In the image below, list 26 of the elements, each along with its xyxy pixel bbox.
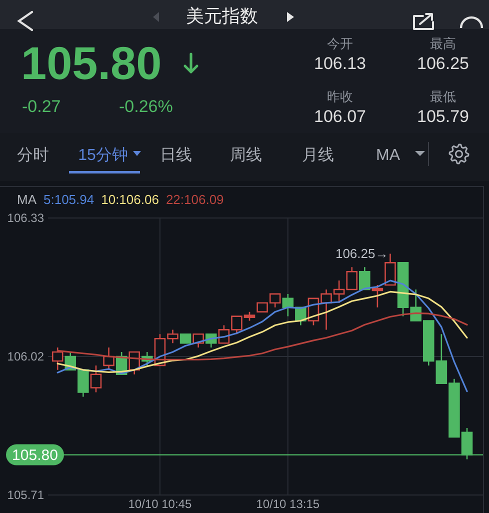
text: 106.25 bbox=[417, 54, 469, 73]
text: 昨收 bbox=[327, 89, 353, 104]
text: 今开 bbox=[327, 36, 353, 51]
legend: MA 5:105.94 10:106.06 22:106.09 bbox=[17, 192, 224, 207]
text: -0.26% bbox=[119, 97, 173, 116]
text: 106.07 bbox=[314, 107, 366, 126]
text: 最低 bbox=[430, 89, 456, 104]
text: 15分钟 bbox=[78, 147, 128, 164]
text: MA bbox=[376, 147, 400, 164]
ref-line-label: 105.80 bbox=[12, 447, 58, 464]
chart-title: 美元指数 bbox=[186, 6, 258, 26]
text: 最高 bbox=[430, 36, 456, 51]
text: 日线 bbox=[160, 146, 192, 164]
text: 105.79 bbox=[417, 107, 469, 126]
y-tick-label: 105.71 bbox=[7, 488, 44, 502]
text: 分时 bbox=[17, 146, 49, 164]
y-tick-label: 106.02 bbox=[7, 350, 44, 364]
text: 月线 bbox=[302, 146, 334, 164]
text: 周线 bbox=[230, 146, 262, 164]
text: 105.80 bbox=[21, 37, 162, 89]
x-tick-label: 10/10 13:15 bbox=[256, 497, 320, 511]
annotation: 106.25→ bbox=[335, 246, 388, 262]
y-tick-label: 106.33 bbox=[7, 211, 44, 226]
x-tick-label: 10/10 10:45 bbox=[128, 497, 192, 511]
text: -0.27 bbox=[22, 97, 61, 116]
text: 106.13 bbox=[314, 54, 366, 73]
